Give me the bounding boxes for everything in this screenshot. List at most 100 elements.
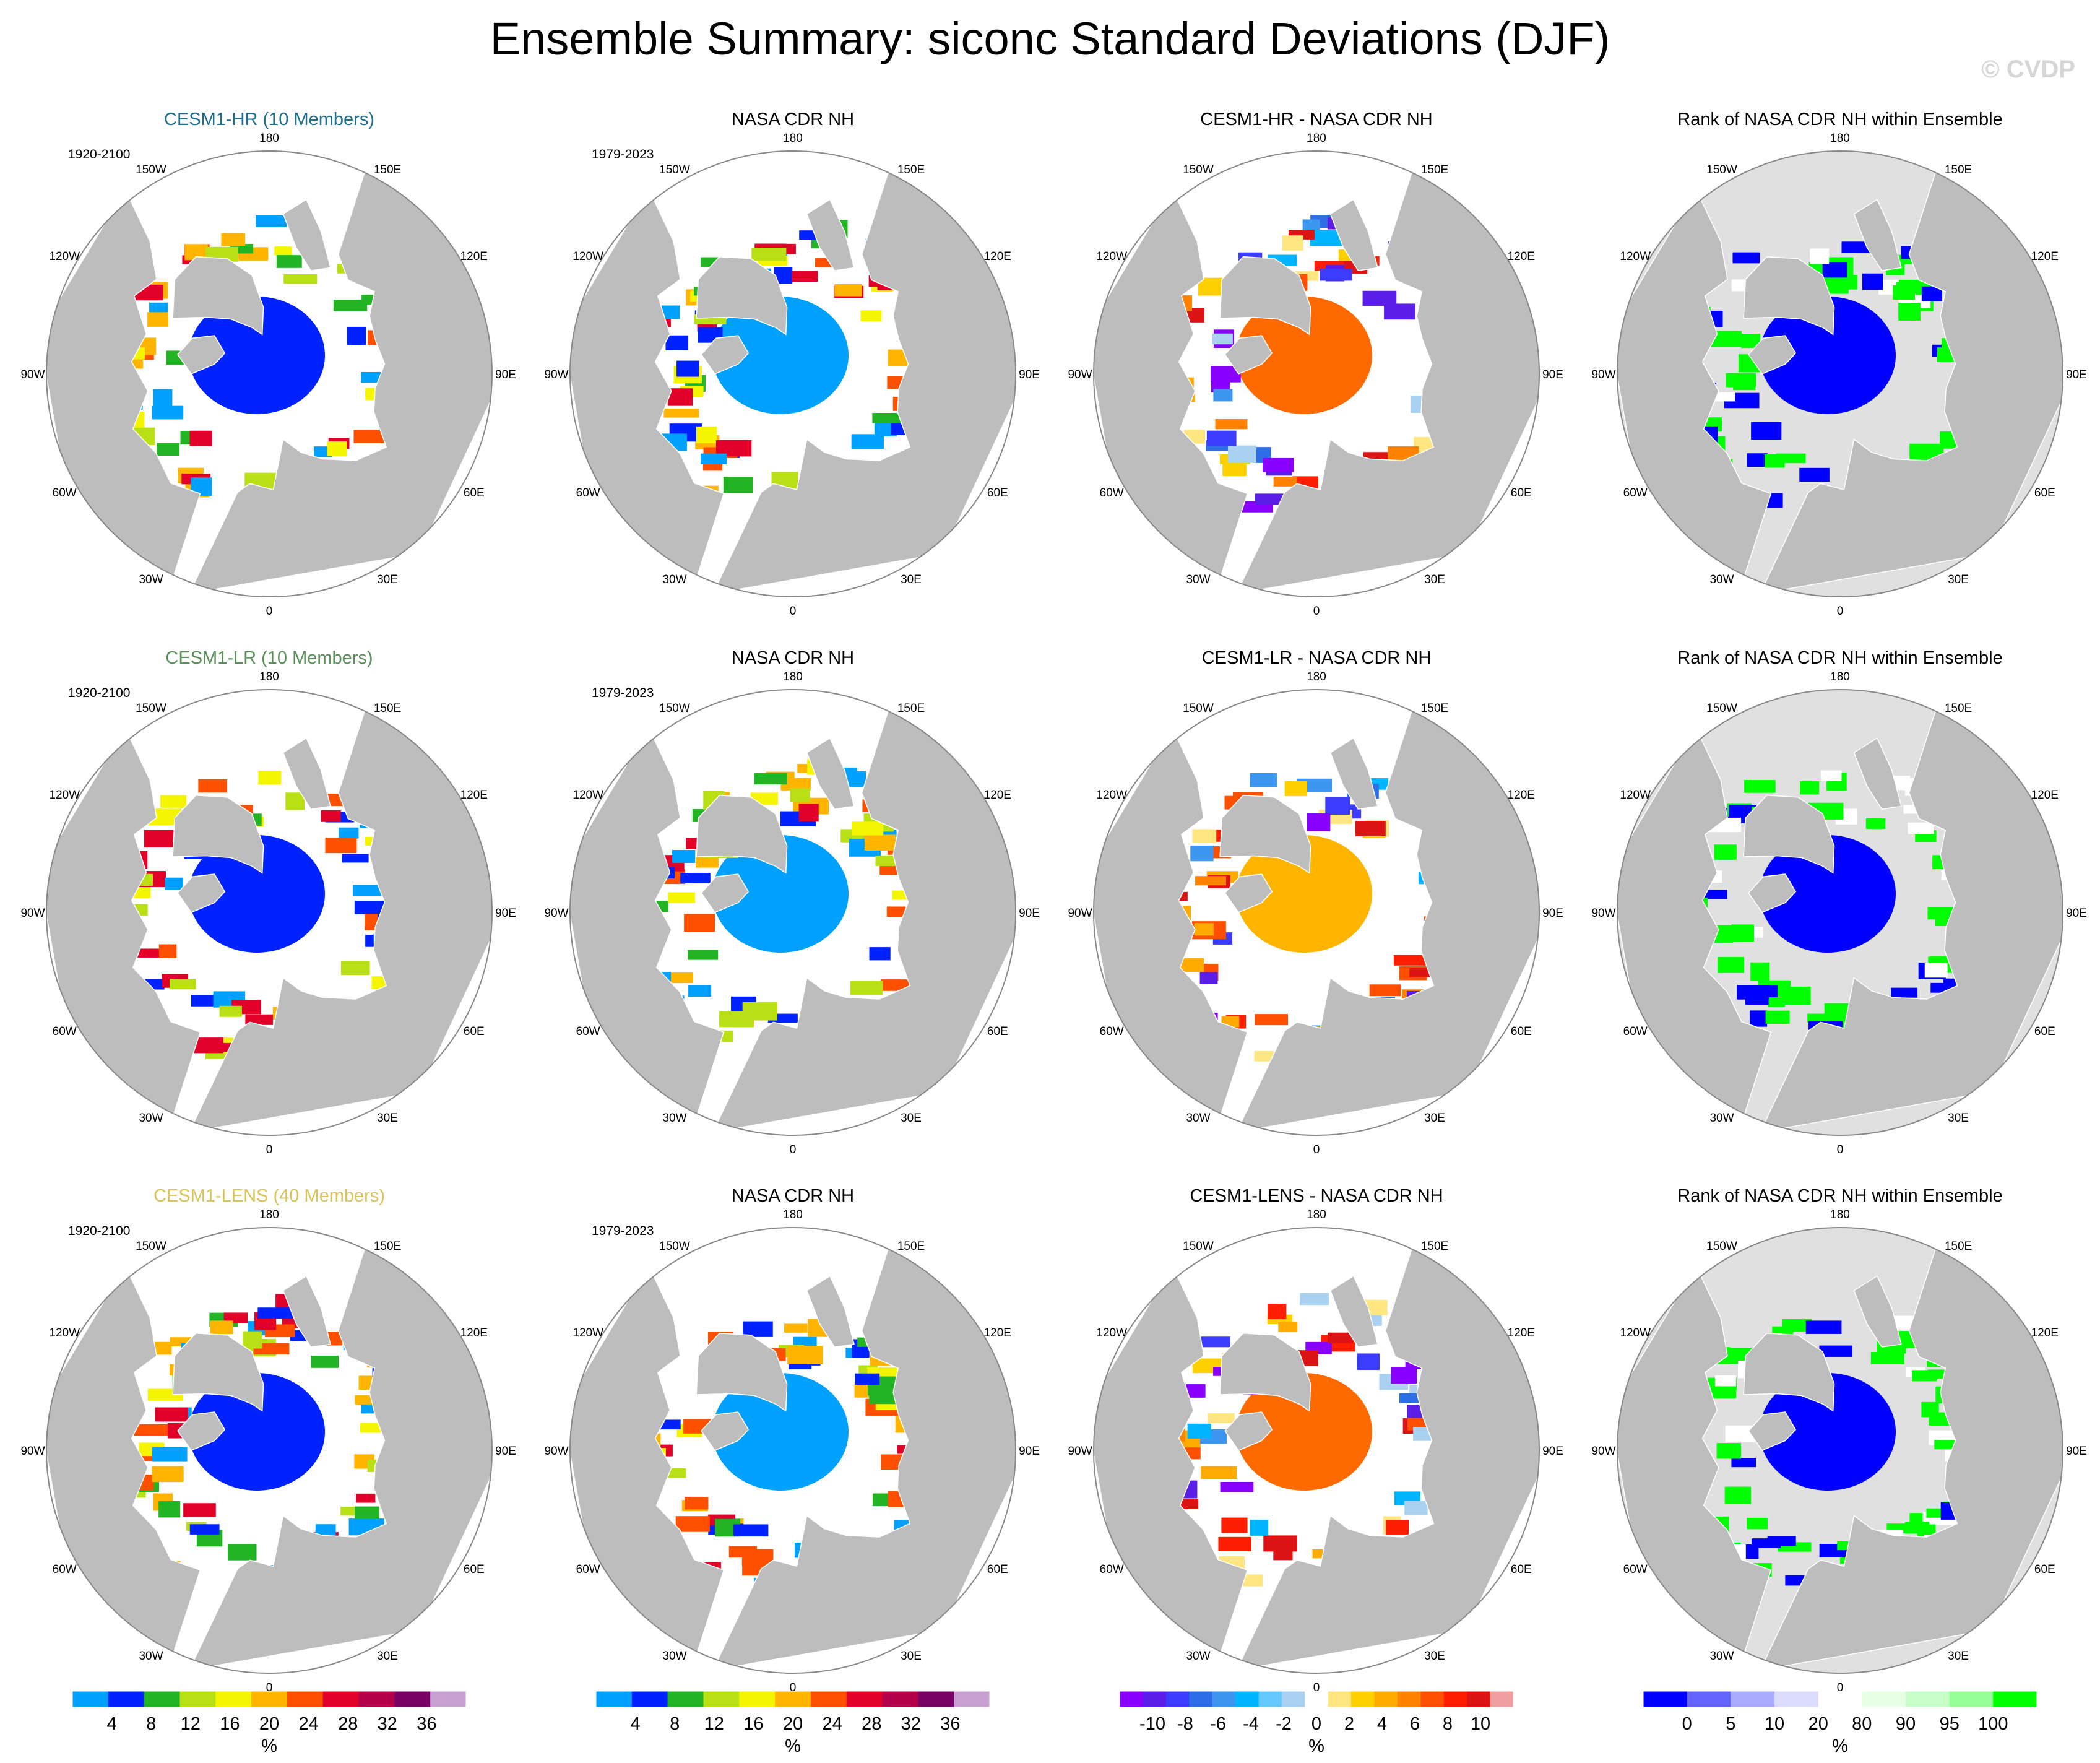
panel-title: NASA CDR NH [732,1186,854,1206]
ice-cell [743,1321,773,1337]
lon-label: 90E [495,907,516,920]
colorbar-swatch [1374,1691,1398,1707]
ice-cell [321,810,341,822]
land-mass [806,1275,855,1348]
land-mass [712,161,1016,595]
colorbar-swatch [1258,1691,1282,1707]
land-mass [570,188,725,587]
ice-cell [1215,418,1248,430]
ice-cell [189,430,212,446]
ice-cell [258,771,282,785]
map-border [1093,689,1540,1136]
ice-cell [354,900,388,914]
lon-label: 0 [1313,1143,1320,1156]
ice-cell [792,271,818,282]
ice-cell [742,1002,777,1021]
lon-label: 0 [1313,1681,1320,1694]
lon-label: 60E [1511,1563,1532,1576]
map-border [569,689,1016,1136]
ice-cell [1898,302,1921,321]
ice-cell [1268,1304,1287,1319]
colorbar-frame [72,1691,467,1708]
ice-cell [1282,235,1303,251]
ice-cell [1325,797,1350,815]
colorbar-tick-label: 8 [146,1714,156,1734]
ice-cell [665,335,689,350]
colorbar-swatch [1993,1691,2037,1707]
ice-cell [1307,813,1331,831]
lon-label: 120W [1096,789,1127,802]
ice-cell [1180,958,1204,972]
ice-cell [1250,1519,1269,1536]
period-label: 1979-2023 [592,147,654,162]
colorbar-tick-label: 24 [298,1714,318,1734]
map-panel: 180 150E 120E 90E 60E 30E 0 30W 60W 90W 120W 150W CE… [1068,1186,1563,1694]
map-border [569,1227,1016,1674]
lon-label: 30W [1186,1650,1210,1663]
lon-label: 180 [1830,132,1850,145]
land-mass [1235,700,1539,1133]
ice-cell [864,834,896,851]
ice-cell [1384,303,1415,320]
lon-label: 90E [2066,368,2087,381]
colorbar-swatch [1443,1691,1467,1707]
ice-cell [872,412,905,423]
ice-cell [257,1307,293,1319]
ice-cell [1255,1014,1288,1026]
ice-cell [1737,985,1769,1000]
land-mass [1329,1275,1378,1348]
ice-cell [1810,248,1830,264]
ice-cell [1222,463,1247,477]
land-mass [1853,737,1902,810]
colorbar-tick-label: 0 [1311,1714,1321,1734]
land-mass [1094,188,1248,587]
land-mass [570,727,725,1125]
colorbar-tick-label: 32 [378,1714,397,1734]
lon-label: 150E [1945,163,1972,176]
central-arctic-field [1760,1373,1896,1491]
ice-cell [1393,955,1428,966]
ice-cell [850,981,883,995]
land-mass [1759,1237,2063,1671]
map-panel: 180 150E 120E 90E 60E 30E 0 30W 60W 90W 120W 150W CE… [20,110,516,618]
lon-label: 150E [374,163,401,176]
colorbar: 4 8 12 16 20 24 28 32 36% [595,1691,990,1756]
colorbar-tick-label: 8 [1443,1714,1453,1734]
land-mass [1748,335,1797,375]
ice-cell [341,961,370,976]
colorbar-tick-label: 12 [181,1714,201,1734]
colorbar-tick-label: 6 [1410,1714,1420,1734]
colorbar-swatch [1397,1691,1421,1707]
ice-cell [787,1346,823,1364]
ice-cell [356,1493,376,1503]
lon-label: 120E [1508,1327,1535,1340]
colorbar-tick-label: 20 [783,1714,803,1734]
colorbar-tick-label: 36 [417,1714,436,1734]
lon-label: 0 [1313,605,1320,618]
lon-label: 180 [1307,132,1326,145]
land-mass [46,727,201,1125]
ice-cell [1751,422,1782,440]
ice-cell [152,1447,188,1462]
ice-cell [1413,1427,1431,1441]
ice-cell [325,837,357,854]
colorbar-unit: % [261,1736,277,1756]
colorbar-tick-label: 32 [901,1714,921,1734]
panel-title: Rank of NASA CDR NH within Ensemble [1677,110,2002,129]
central-arctic-field [712,1373,849,1491]
colorbar-swatch [1143,1691,1167,1707]
lon-label: 150W [136,702,166,715]
lon-label: 60W [576,1563,600,1576]
colorbar-swatch [1328,1691,1352,1707]
ice-cell [1865,818,1886,829]
lon-label: 30W [662,1112,686,1125]
lon-label: 30E [901,1112,922,1125]
ice-cell [1870,1352,1904,1365]
lon-label: 90E [2066,1445,2087,1458]
colorbar-tick-label: -10 [1139,1714,1165,1734]
lon-label: 30W [139,1650,163,1663]
lon-label: 0 [1837,1681,1844,1694]
panel-title: NASA CDR NH [732,648,854,668]
colorbar-tick-label: 95 [1940,1714,1960,1734]
ice-cell [1921,1401,1939,1418]
